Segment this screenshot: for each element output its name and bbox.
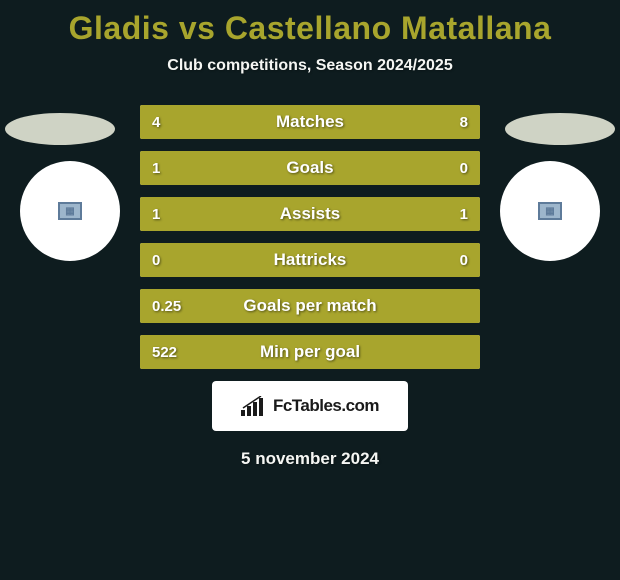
subtitle: Club competitions, Season 2024/2025 [0,57,620,75]
stat-label: Min per goal [140,335,480,369]
player-left-ellipse [5,113,115,145]
player-right-ellipse [505,113,615,145]
player-right-placeholder-icon: ▦ [538,202,562,220]
stat-value-right: 1 [460,197,468,231]
stat-label: Matches [140,105,480,139]
stats-area: ▦ ▦ 4Matches81Goals01Assists10Hattricks0… [0,105,620,369]
player-left-badge: ▦ [20,161,120,261]
stat-row: 0Hattricks0 [140,243,480,277]
stat-label: Goals [140,151,480,185]
stat-row: 1Assists1 [140,197,480,231]
stat-label: Hattricks [140,243,480,277]
comparison-card: Gladis vs Castellano Matallana Club comp… [0,0,620,580]
fctables-logo-text: FcTables.com [273,396,379,416]
fctables-logo[interactable]: FcTables.com [212,381,408,431]
stat-row: 0.25Goals per match [140,289,480,323]
stat-row: 1Goals0 [140,151,480,185]
stat-value-right: 8 [460,105,468,139]
fctables-icon [241,396,267,416]
stat-label: Assists [140,197,480,231]
stat-bars: 4Matches81Goals01Assists10Hattricks00.25… [140,105,480,369]
date-text: 5 november 2024 [0,449,620,469]
stat-row: 522Min per goal [140,335,480,369]
stat-label: Goals per match [140,289,480,323]
player-left-placeholder-icon: ▦ [58,202,82,220]
stat-row: 4Matches8 [140,105,480,139]
page-title: Gladis vs Castellano Matallana [0,0,620,47]
stat-value-right: 0 [460,243,468,277]
stat-value-right: 0 [460,151,468,185]
player-right-badge: ▦ [500,161,600,261]
